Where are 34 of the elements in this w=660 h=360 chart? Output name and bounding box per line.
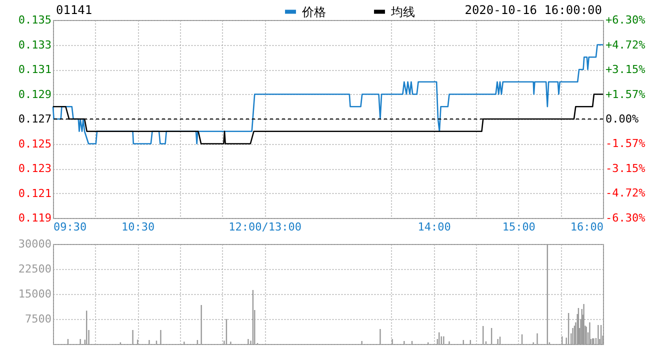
x-tick-label: 10:30 xyxy=(122,220,155,234)
y2-tick-label: -4.72% xyxy=(606,186,646,200)
chart-title: 01141 xyxy=(56,3,92,17)
y-tick-label: 0.131 xyxy=(18,63,52,76)
x-tick-label: 12:00/13:00 xyxy=(228,220,302,234)
y-tick-label: 7500 xyxy=(25,312,52,326)
legend-label: 价格 xyxy=(301,4,326,19)
y-tick-label: 30000 xyxy=(18,238,52,250)
x-tick-label: 16:00 xyxy=(570,220,604,234)
y2-tick-label: +3.15% xyxy=(606,63,646,76)
text: 2020-10-16 16:00:00 xyxy=(464,3,602,17)
x-tick-label: 09:30 xyxy=(54,220,87,234)
y2-tick-label: +6.30% xyxy=(606,14,646,26)
y-tick-label: 0.129 xyxy=(18,88,52,101)
y-tick-label: 0.125 xyxy=(18,137,52,150)
y2-tick-label: -3.15% xyxy=(606,162,646,175)
y2-tick-label: +1.57% xyxy=(606,88,646,101)
line-series xyxy=(52,44,604,144)
y2-tick-label: 0.00% xyxy=(606,112,639,126)
y2-tick-label: +4.72% xyxy=(606,38,646,52)
y-tick-label: 0.121 xyxy=(18,186,52,200)
y-tick-label: 0.127 xyxy=(18,112,52,126)
y-tick-label: 15000 xyxy=(18,288,52,300)
y2-tick-label: -1.57% xyxy=(606,137,646,150)
y-tick-label: 0.133 xyxy=(18,38,52,52)
x-tick-label: 15:00 xyxy=(502,220,536,234)
x-tick-label: 14:00 xyxy=(418,220,451,234)
legend-label: 均线 xyxy=(390,4,415,19)
y2-tick-label: -6.30% xyxy=(606,212,646,224)
y-tick-label: 0.119 xyxy=(18,212,52,224)
y-tick-label: 0.135 xyxy=(18,14,52,26)
line-series xyxy=(52,94,604,144)
y-tick-label: 0.123 xyxy=(18,162,52,175)
y-tick-label: 22500 xyxy=(18,262,52,276)
